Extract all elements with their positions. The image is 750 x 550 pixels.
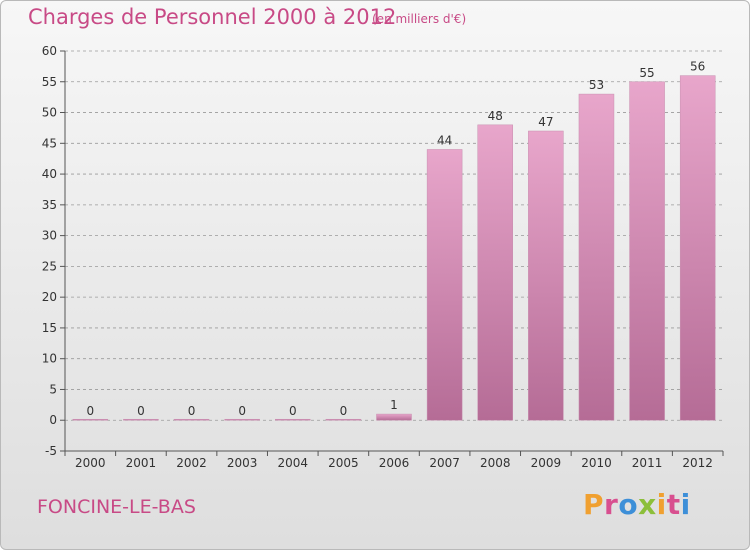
x-tick-label: 2007 (429, 456, 460, 470)
x-tick-label: 2006 (379, 456, 410, 470)
data-label: 48 (488, 109, 503, 123)
bar-2001 (123, 418, 159, 421)
data-label: 0 (289, 404, 297, 418)
x-tick-label: 2012 (682, 456, 713, 470)
y-tick-label: 55 (42, 75, 57, 89)
bar-2005 (325, 418, 362, 421)
y-axis-ticks: -5 0 5 10 15 20 25 30 35 40 45 50 55 60 (42, 44, 65, 458)
chart-subtitle: (en milliers d'€) (372, 12, 467, 26)
bar-2010 (578, 93, 615, 421)
proxiti-logo: Proxiti (583, 488, 691, 521)
y-tick-label: 20 (42, 290, 57, 304)
bar-2006 (376, 413, 412, 421)
logo-letter: P (583, 488, 605, 521)
logo-letter: o (618, 488, 639, 521)
y-tick-label: 30 (42, 229, 57, 243)
y-tick-label: 0 (49, 413, 57, 427)
x-tick-label: 2001 (126, 456, 157, 470)
data-label: 0 (86, 404, 94, 418)
x-tick-label: 2010 (581, 456, 612, 470)
x-tick-label: 2008 (480, 456, 511, 470)
bar-2002 (173, 418, 210, 421)
logo-letter: t (666, 488, 681, 521)
bars (72, 75, 716, 421)
bar-2011 (629, 81, 665, 421)
x-tick-label: 2005 (328, 456, 359, 470)
y-tick-label: 5 (49, 382, 57, 396)
x-tick-label: 2003 (227, 456, 258, 470)
logo-letter: r (604, 488, 619, 521)
chart-title: Charges de Personnel 2000 à 2012 (28, 5, 397, 29)
bar-2003 (224, 418, 260, 421)
y-tick-label: 50 (42, 106, 57, 120)
logo-letter: i (656, 488, 667, 521)
x-tick-label: 2004 (277, 456, 308, 470)
logo-letter: x (638, 488, 657, 521)
data-label: 53 (589, 78, 604, 92)
commune-name: FONCINE-LE-BAS (37, 496, 196, 518)
data-label: 0 (340, 404, 348, 418)
data-label: 55 (639, 66, 654, 80)
y-tick-label: 45 (42, 136, 57, 150)
bar-2008 (477, 124, 513, 421)
x-tick-label: 2002 (176, 456, 207, 470)
y-tick-label: 60 (42, 44, 57, 58)
data-label: 0 (137, 404, 145, 418)
grid-lines (65, 50, 723, 452)
y-tick-label: 15 (42, 321, 57, 335)
data-label: 0 (188, 404, 196, 418)
y-tick-label: 25 (42, 259, 57, 273)
x-tick-label: 2009 (531, 456, 562, 470)
x-axis-ticks: 2000 2001 2002 2003 2004 2005 2006 2007 2008 2009… (64, 451, 724, 470)
y-tick-label: 40 (42, 167, 57, 181)
y-tick-label: -5 (45, 444, 57, 458)
data-label: 44 (437, 133, 452, 147)
data-label: 0 (238, 404, 246, 418)
y-tick-label: 35 (42, 198, 57, 212)
bar-2000 (72, 418, 109, 421)
data-labels: 0 0 0 0 0 0 1 44 48 47 53 55 56 (86, 60, 705, 419)
x-tick-label: 2011 (632, 456, 663, 470)
data-label: 1 (390, 398, 398, 412)
bar-2012 (679, 75, 716, 421)
y-tick-label: 10 (42, 352, 57, 366)
x-tick-label: 2000 (75, 456, 106, 470)
bar-2004 (275, 418, 311, 421)
logo-letter: i (680, 488, 691, 521)
bar-2007 (426, 149, 463, 421)
data-label: 47 (538, 115, 553, 129)
bar-2009 (528, 130, 564, 421)
data-label: 56 (690, 60, 705, 74)
